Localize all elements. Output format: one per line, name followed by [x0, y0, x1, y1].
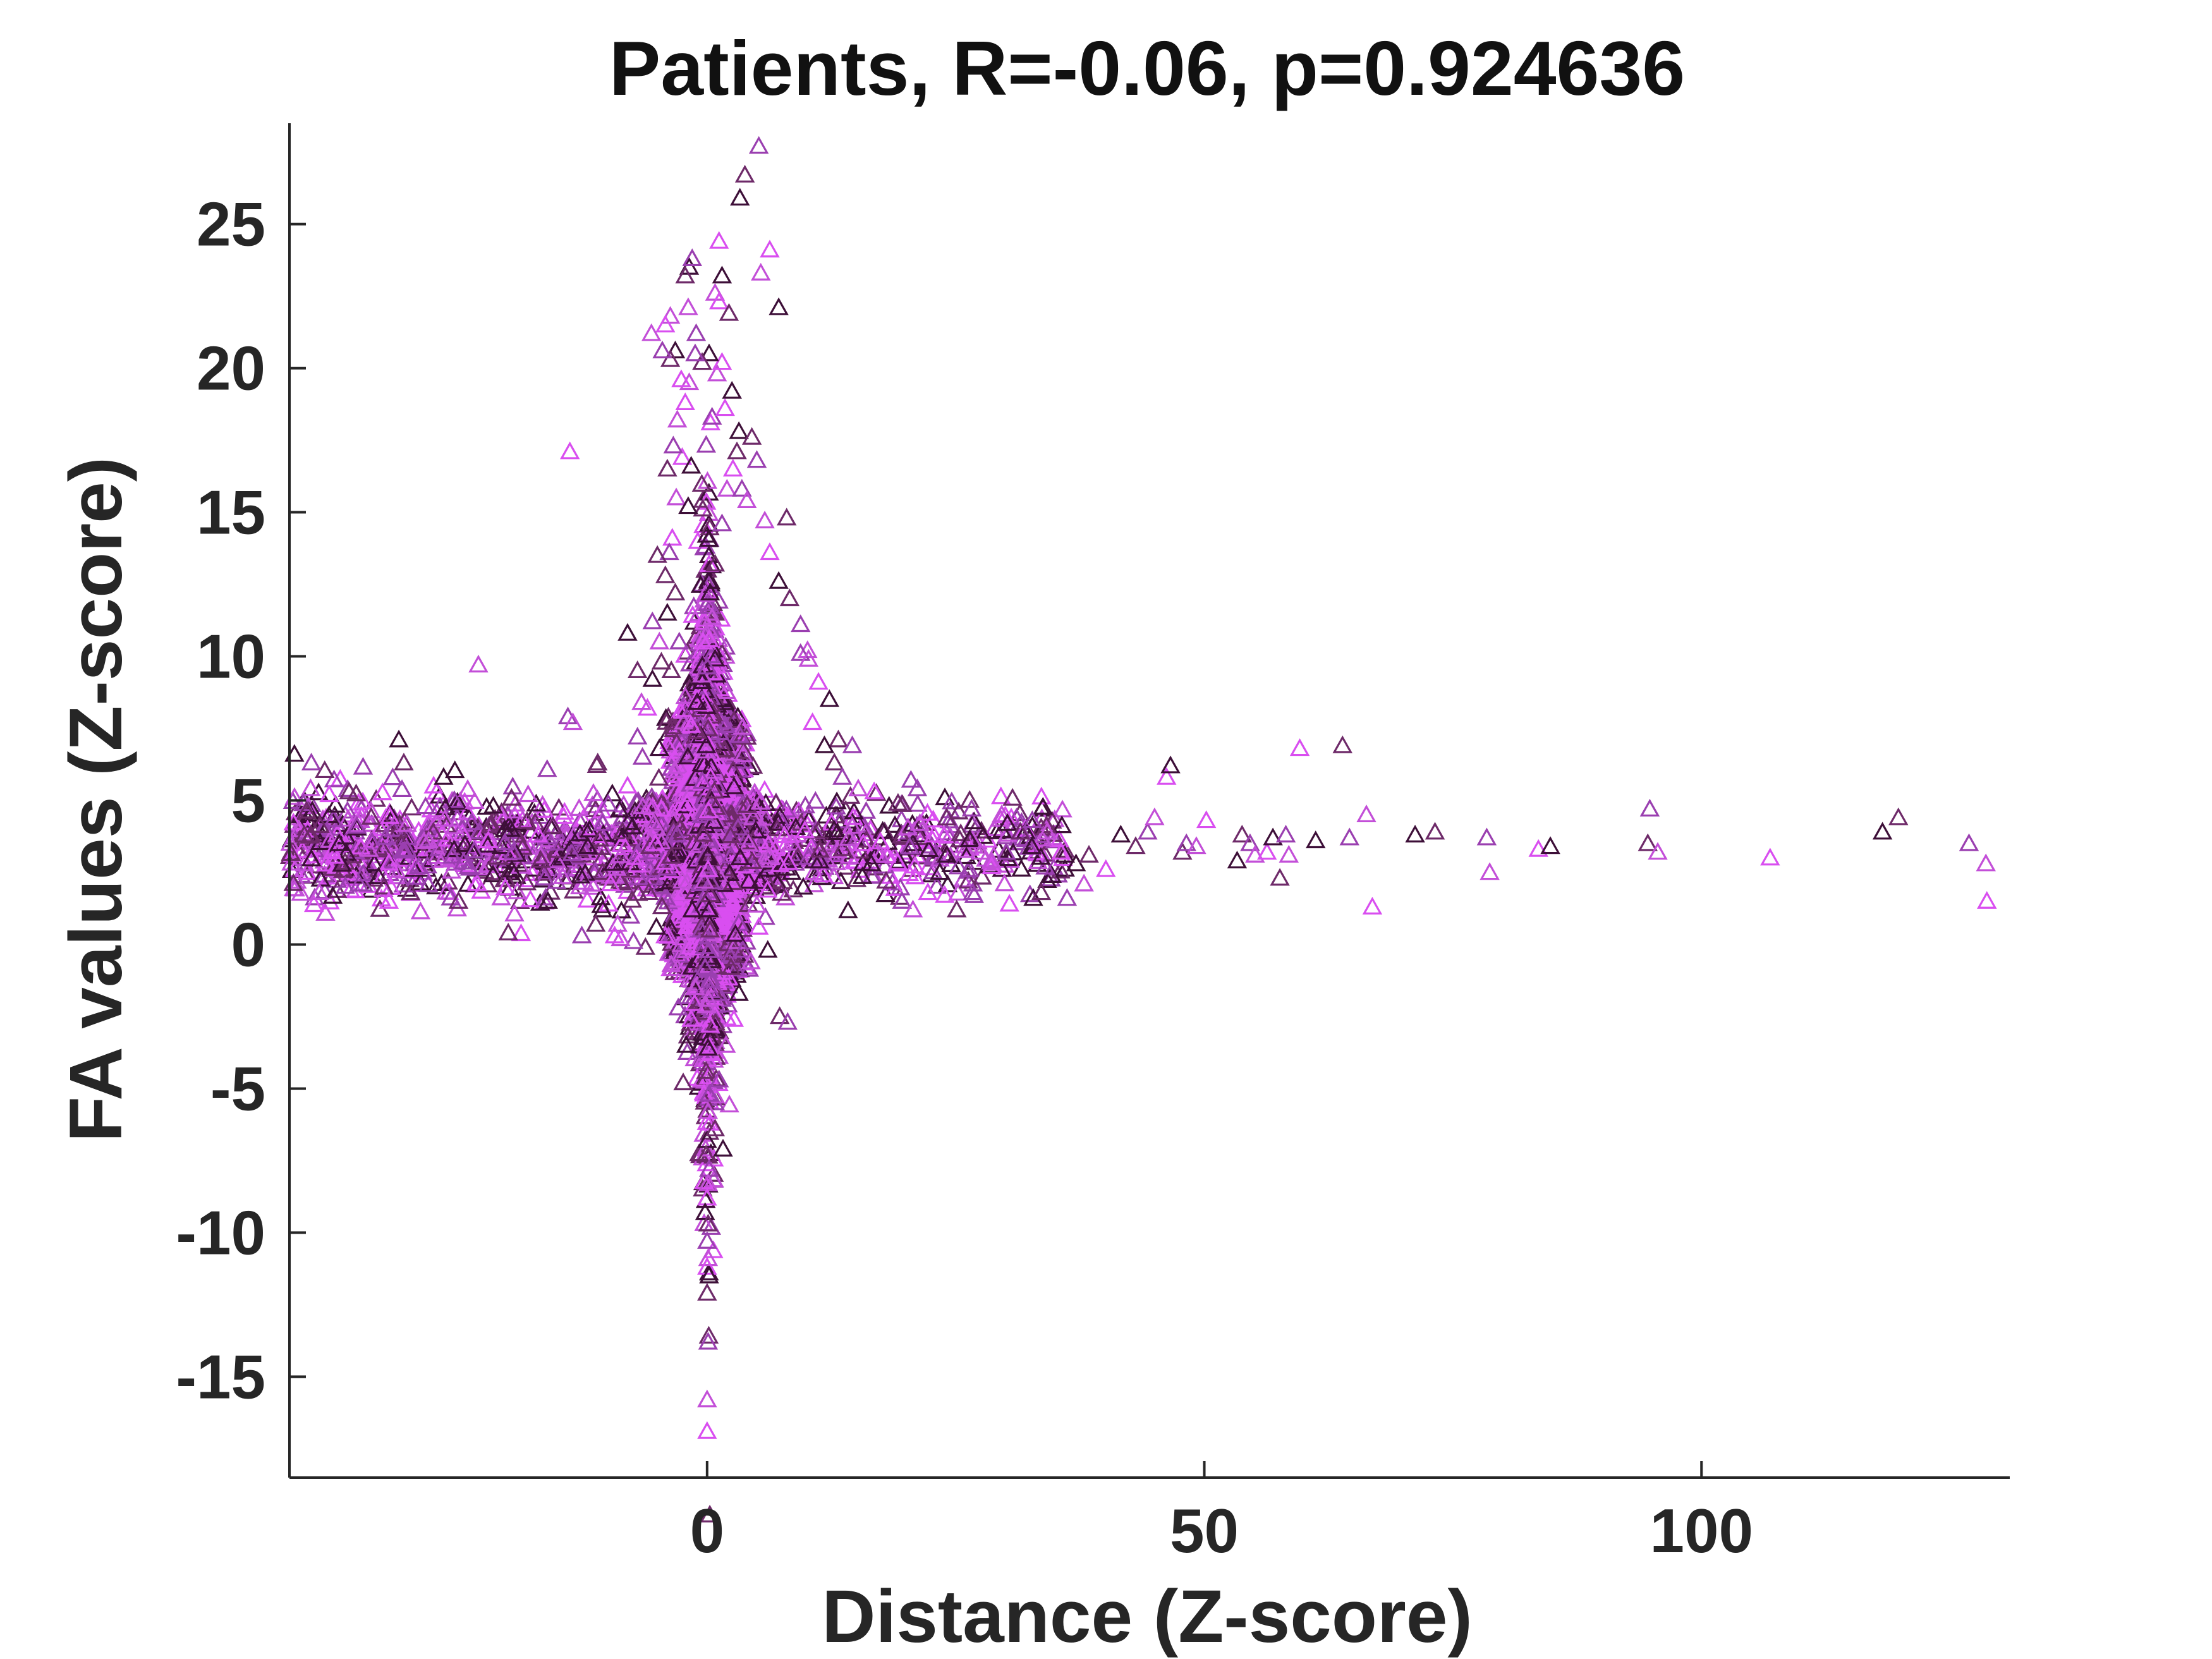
data-point — [732, 717, 753, 735]
data-point — [677, 916, 697, 935]
chart-title: Patients, R=-0.06, p=0.924636 — [609, 25, 1685, 111]
data-point — [678, 746, 698, 765]
data-point — [716, 681, 736, 699]
data-point — [719, 1095, 739, 1113]
data-point — [652, 793, 672, 811]
data-point — [714, 913, 735, 932]
data-point — [726, 958, 746, 976]
scatter-points — [279, 136, 1997, 1522]
data-point — [664, 760, 684, 779]
data-point — [674, 777, 694, 795]
data-point — [715, 715, 736, 733]
data-point — [683, 605, 703, 623]
data-point — [724, 776, 744, 794]
data-point — [719, 968, 739, 986]
data-point — [733, 744, 753, 763]
data-point — [668, 756, 689, 774]
data-point — [660, 751, 681, 769]
data-point — [726, 774, 747, 793]
data-point — [737, 727, 757, 745]
data-point — [675, 645, 695, 663]
data-point — [722, 897, 743, 915]
data-point — [667, 958, 688, 976]
data-point — [734, 945, 755, 963]
data-point — [659, 737, 679, 755]
data-point — [677, 896, 698, 915]
data-point — [724, 710, 744, 728]
data-point — [655, 708, 676, 726]
data-point — [674, 712, 694, 730]
data-point — [672, 927, 693, 945]
data-point — [729, 913, 749, 931]
data-point — [723, 760, 743, 779]
data-point — [678, 1025, 698, 1043]
data-point — [714, 935, 734, 953]
data-point — [766, 793, 786, 811]
data-point — [676, 987, 696, 1005]
data-point — [676, 940, 697, 959]
